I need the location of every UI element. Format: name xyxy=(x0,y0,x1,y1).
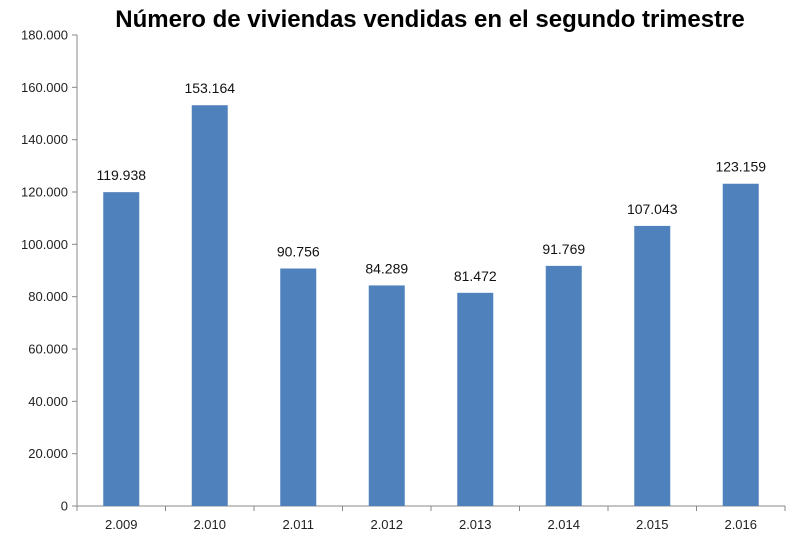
y-tick-label: 0 xyxy=(61,499,68,514)
y-tick-label: 40.000 xyxy=(28,394,68,409)
x-tick-label: 2.012 xyxy=(370,517,403,532)
y-tick-label: 140.000 xyxy=(21,132,68,147)
bar-2.015 xyxy=(634,225,671,506)
data-label: 91.769 xyxy=(542,241,585,257)
data-label: 119.938 xyxy=(96,167,146,183)
chart-title: Número de viviendas vendidas en el segun… xyxy=(115,6,745,33)
data-label: 107.043 xyxy=(627,201,678,217)
data-label: 153.164 xyxy=(184,80,235,96)
bar-2.014 xyxy=(545,265,582,506)
x-tick-label: 2.009 xyxy=(105,517,138,532)
bar-2.009 xyxy=(103,192,140,506)
data-label: 90.756 xyxy=(277,244,320,260)
bar-2.016 xyxy=(722,183,759,506)
data-label: 81.472 xyxy=(454,268,497,284)
y-tick-label: 160.000 xyxy=(21,80,68,95)
x-tick-label: 2.013 xyxy=(459,517,492,532)
y-tick-label: 20.000 xyxy=(28,446,68,461)
plot-area: 0 20.000 40.000 60.000 80.000 100.000 120.000 1… xyxy=(21,28,786,532)
y-tick-label: 120.000 xyxy=(21,185,68,200)
bar-2.013 xyxy=(457,292,494,506)
data-label: 123.159 xyxy=(715,159,766,175)
x-tick-label: 2.010 xyxy=(193,517,226,532)
x-tick-label: 2.014 xyxy=(547,517,580,532)
bar-2.011 xyxy=(280,268,317,506)
x-tick-label: 2.015 xyxy=(636,517,669,532)
y-tick-label: 60.000 xyxy=(28,342,68,357)
data-label: 84.289 xyxy=(365,260,408,276)
y-tick-label: 80.000 xyxy=(28,289,68,304)
x-tick-label: 2.011 xyxy=(282,517,314,532)
y-tick-label: 180.000 xyxy=(21,28,68,43)
y-tick-label: 100.000 xyxy=(21,237,68,252)
bar-2.012 xyxy=(368,285,405,506)
x-tick-label: 2.016 xyxy=(724,517,757,532)
bar-2.010 xyxy=(191,105,228,507)
